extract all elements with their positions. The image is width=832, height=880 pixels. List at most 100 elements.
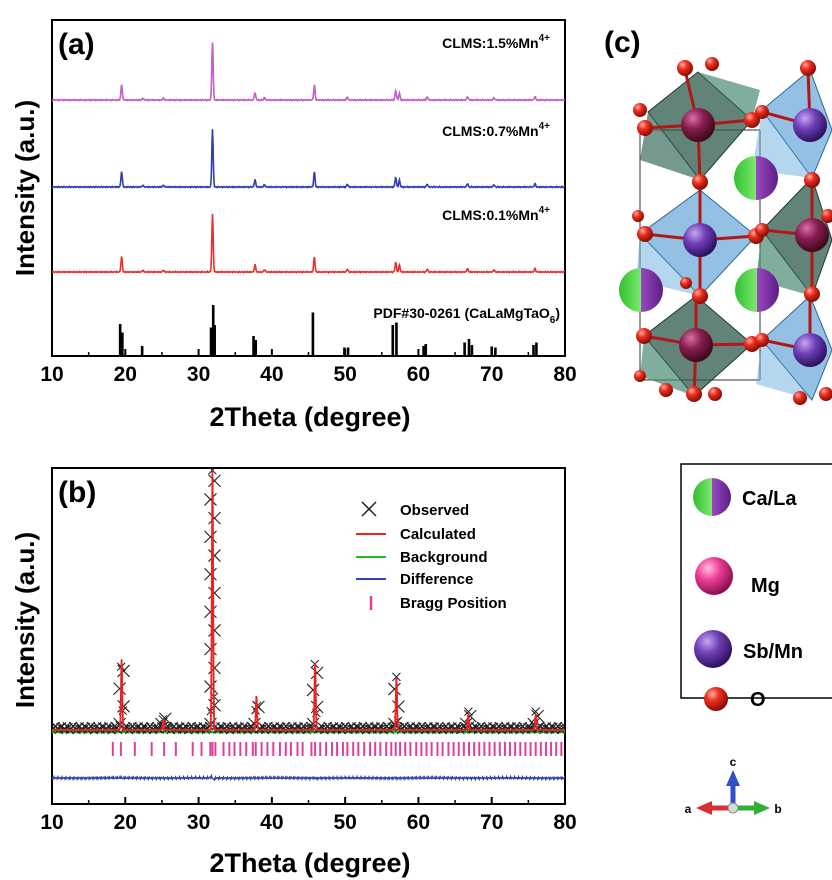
panel-c-crystal-structure: (c) (604, 26, 832, 816)
reference-bar (254, 340, 258, 355)
panel-c-label: (c) (604, 26, 641, 59)
panel-a-x-tick-label: 30 (187, 363, 210, 386)
panel-b-y-axis-label: Intensity (a.u.) (10, 532, 40, 708)
observed-point (463, 709, 477, 723)
mg-atom (795, 218, 829, 252)
observed-point (204, 493, 217, 506)
panel-b-x-tick-label: 20 (114, 811, 137, 834)
panel-a-x-axis-label: 2Theta (degree) (209, 402, 410, 432)
sb-mn-atom (683, 223, 717, 257)
axis-c-label: c (730, 755, 737, 769)
panel-b-x-tick-label: 30 (187, 811, 210, 834)
axis-a-label: a (685, 802, 692, 816)
observed-point (159, 712, 172, 726)
legend-background-label: Background (400, 549, 488, 566)
xrd-series-line-2 (52, 129, 565, 190)
observed-point (208, 549, 221, 562)
legend-difference-label: Difference (400, 571, 473, 588)
panel-b-legend: Observed Calculated Background Differenc… (356, 501, 507, 612)
series-label-2: CLMS:0.7%Mn4+ (442, 121, 550, 139)
observed-point (208, 586, 221, 600)
panel-a-x-tick-label: 60 (407, 363, 430, 386)
axis-b-label: b (774, 802, 781, 816)
observed-point (204, 530, 217, 544)
panel-b-x-tick-label: 50 (333, 811, 356, 834)
reference-label: PDF#30-0261 (CaLaMgTaO6) (373, 305, 560, 326)
observed-point (208, 624, 221, 637)
series-label-3: CLMS:0.1%Mn4+ (442, 205, 550, 223)
reference-bar (346, 347, 350, 355)
panel-b-x-axis: 10 20 30 40 50 60 70 80 (40, 797, 577, 834)
panel-b-refinement-chart: 10 20 30 40 50 60 70 80 (b) 2Theta (degree) Int… (10, 467, 577, 878)
observed-point (252, 700, 265, 714)
panel-b-x-tick-label: 80 (553, 811, 576, 834)
observed-point (388, 682, 401, 696)
sb-mn-atom (793, 333, 827, 367)
observed-point (531, 707, 540, 717)
xrd-series-line-3 (52, 213, 565, 274)
reference-bar (532, 345, 535, 355)
observed-point (208, 468, 217, 475)
legend-mg-label: Mg (751, 575, 780, 597)
reference-bar (391, 325, 395, 355)
legend-observed-label: Observed (400, 502, 469, 519)
panel-b-label: (b) (58, 476, 96, 509)
panel-b-series-group (52, 468, 565, 782)
ca-la-atom (735, 268, 779, 312)
calculated-line (52, 471, 565, 731)
panel-a-y-axis-label: Intensity (a.u.) (10, 100, 40, 276)
sb-mn-sphere-icon (694, 630, 732, 668)
reference-bar (467, 339, 471, 355)
panel-b-x-tick-label: 60 (407, 811, 430, 834)
observed-point (117, 664, 131, 678)
observed-point (208, 661, 221, 675)
observed-point (392, 672, 401, 682)
reference-bar (395, 322, 398, 355)
panel-a-x-tick-label: 80 (553, 363, 576, 386)
mg-atom (679, 328, 713, 362)
crystal-axes-indicator: c a b (685, 755, 782, 816)
difference-line (52, 773, 565, 782)
observed-point (392, 700, 405, 713)
reference-bar (209, 327, 213, 355)
xrd-series-line-1 (52, 42, 565, 102)
observed-point (306, 683, 320, 697)
panel-b-x-axis-label: 2Theta (degree) (209, 848, 410, 878)
panel-a-xrd-chart: 10 20 30 40 50 60 70 80 (a) 2Theta (degree) Int… (10, 19, 577, 432)
reference-bar (494, 347, 497, 355)
reference-bar (311, 312, 315, 355)
crystal-structure-image (619, 57, 832, 405)
reference-bar (535, 342, 538, 355)
reference-bar (140, 346, 144, 355)
legend-ca-la-label: Ca/La (742, 488, 797, 510)
panel-a-x-tick-label: 70 (480, 363, 503, 386)
legend-o-label: O (750, 689, 766, 711)
observed-point (113, 682, 127, 696)
ca-la-atom (619, 268, 663, 312)
panel-b-x-tick-label: 10 (40, 811, 63, 834)
ca-la-sphere-icon (693, 478, 731, 516)
reference-bar (252, 336, 255, 355)
reference-bar (211, 305, 215, 355)
panel-a-x-tick-label: 50 (333, 363, 356, 386)
reference-bar (118, 324, 122, 355)
oxygen-atoms (632, 57, 832, 405)
panel-a-x-axis: 10 20 30 40 50 60 70 80 (40, 349, 577, 386)
panel-b-x-tick-label: 70 (480, 811, 503, 834)
series-label-1: CLMS:1.5%Mn4+ (442, 33, 550, 51)
reference-bar (213, 325, 216, 355)
panel-a-label: (a) (58, 28, 95, 61)
observed-point (204, 567, 217, 581)
sb-mn-atom (793, 108, 827, 142)
observed-point (310, 666, 324, 680)
ca-la-atom (734, 156, 778, 200)
element-legend: Ca/La Mg Sb/Mn O (680, 463, 832, 711)
observed-point (310, 700, 324, 714)
observed-point (560, 721, 565, 731)
panel-a-series-group (52, 42, 565, 355)
observed-point (204, 605, 217, 619)
panel-b-x-tick-label: 40 (260, 811, 283, 834)
observed-point (464, 707, 473, 716)
reference-bar (121, 332, 124, 355)
